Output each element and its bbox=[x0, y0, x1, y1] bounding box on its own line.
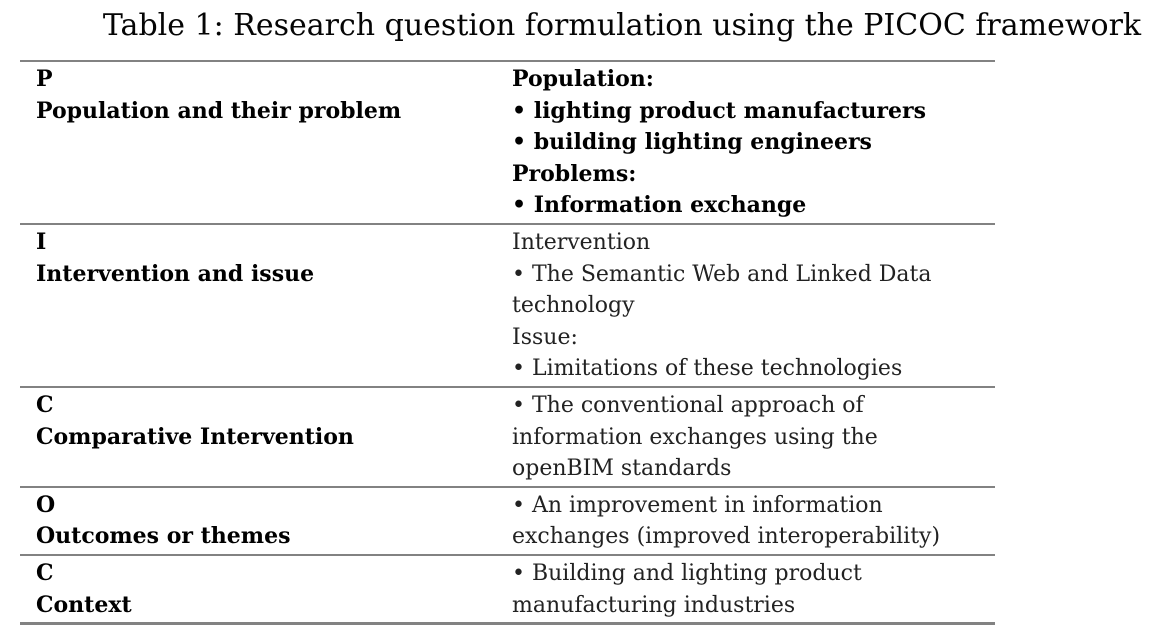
content-line: • building lighting engineers bbox=[512, 129, 872, 156]
picoc-label: Comparative Intervention bbox=[36, 423, 354, 450]
content-line: • The conventional approach of bbox=[512, 392, 864, 418]
picoc-letter: I bbox=[36, 228, 47, 255]
content-line: Issue: bbox=[512, 324, 578, 350]
picoc-label: Context bbox=[36, 591, 132, 618]
table-row: I Intervention and issue Intervention • T… bbox=[20, 222, 995, 386]
picoc-key-cell: P Population and their problem bbox=[20, 62, 512, 223]
picoc-content-cell: Intervention • The Semantic Web and Linke… bbox=[512, 225, 995, 386]
content-line: • The Semantic Web and Linked Data bbox=[512, 261, 932, 287]
content-line: Intervention bbox=[512, 229, 651, 255]
picoc-content-cell: • An improvement in information exchanges… bbox=[512, 488, 995, 554]
content-line: openBIM standards bbox=[512, 456, 732, 482]
picoc-label: Population and their problem bbox=[36, 97, 402, 124]
picoc-letter: C bbox=[36, 559, 54, 586]
picoc-letter: C bbox=[36, 391, 54, 418]
picoc-letter: O bbox=[36, 491, 56, 518]
content-line: • Information exchange bbox=[512, 192, 807, 219]
picoc-table: P Population and their problem Populatio… bbox=[20, 60, 995, 625]
content-line: manufacturing industries bbox=[512, 592, 796, 618]
picoc-key-cell: I Intervention and issue bbox=[20, 225, 512, 386]
table-row: C Comparative Intervention • The convent… bbox=[20, 385, 995, 486]
picoc-key-cell: C Context bbox=[20, 556, 512, 622]
picoc-letter: P bbox=[36, 66, 53, 92]
picoc-key-cell: O Outcomes or themes bbox=[20, 488, 512, 554]
content-line: Problems: bbox=[512, 160, 637, 187]
picoc-content-cell: • Building and lighting product manufactu… bbox=[512, 556, 995, 622]
picoc-key-cell: C Comparative Intervention bbox=[20, 388, 512, 486]
content-line: information exchanges using the bbox=[512, 424, 878, 450]
table-row: C Context • Building and lighting produc… bbox=[20, 553, 995, 622]
content-line: • Limitations of these technologies bbox=[512, 356, 903, 382]
table-row: P Population and their problem Populatio… bbox=[20, 60, 995, 223]
content-line: technology bbox=[512, 293, 635, 319]
table-row: O Outcomes or themes • An improvement in… bbox=[20, 485, 995, 554]
picoc-label: Intervention and issue bbox=[36, 260, 315, 287]
content-line: exchanges (improved interoperability) bbox=[512, 524, 941, 550]
content-line: • lighting product manufacturers bbox=[512, 97, 926, 124]
picoc-label: Outcomes or themes bbox=[36, 523, 291, 550]
content-line: • An improvement in information bbox=[512, 492, 883, 518]
picoc-content-cell: Population: • lighting product manufactur… bbox=[512, 62, 995, 223]
content-line: • Building and lighting product bbox=[512, 560, 862, 586]
picoc-content-cell: • The conventional approach of informatio… bbox=[512, 388, 995, 486]
table-caption: Table 1: Research question formulation u… bbox=[102, 8, 1142, 43]
content-line: Population: bbox=[512, 66, 654, 92]
